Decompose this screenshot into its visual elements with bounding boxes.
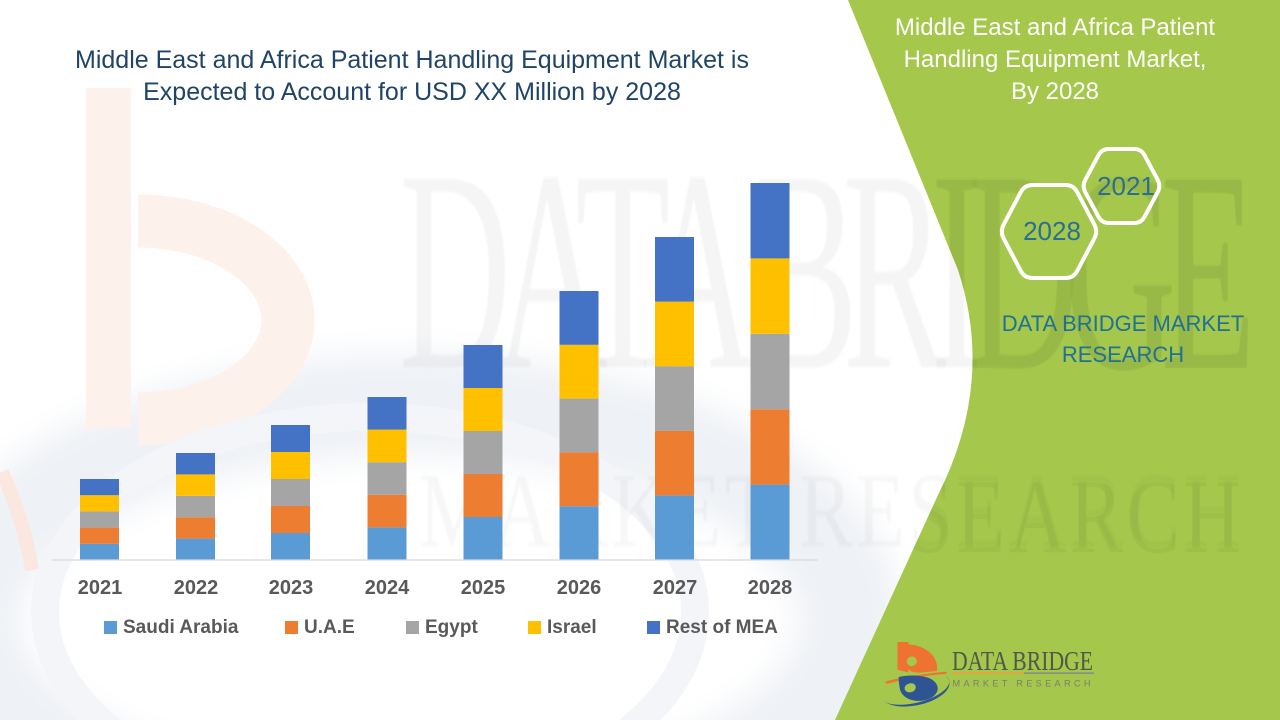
svg-text:2028: 2028 — [1023, 216, 1081, 246]
svg-text:2021: 2021 — [1097, 171, 1155, 201]
svg-text:MARKET RESEARCH: MARKET RESEARCH — [953, 679, 1091, 689]
svg-text:DATA BRIDGE: DATA BRIDGE — [952, 646, 1093, 676]
